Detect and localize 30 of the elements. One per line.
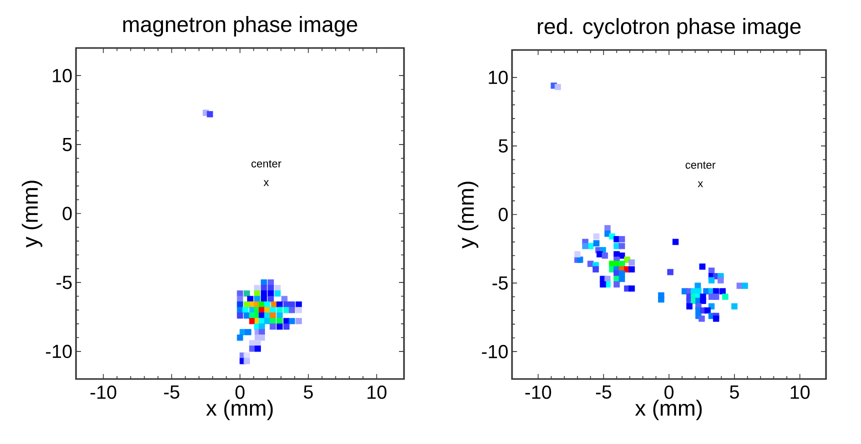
- y-tick-label: 10: [488, 70, 508, 84]
- y-axis-title: y (mm): [458, 182, 478, 249]
- y-tick-label: -5: [56, 276, 72, 290]
- x-tick-label: -5: [164, 386, 180, 399]
- x-tick-label: 10: [790, 386, 810, 399]
- annotation: x: [264, 180, 269, 186]
- y-tick-label: 5: [498, 139, 508, 153]
- x-tick-label: 0: [664, 386, 674, 399]
- x-tick-label: 5: [304, 386, 313, 399]
- x-tick-label: 0: [235, 386, 245, 399]
- annotation: x: [698, 181, 704, 188]
- x-tick-label: 10: [368, 386, 386, 399]
- x-tick-label: -10: [90, 386, 116, 399]
- y-tick-label: -10: [46, 344, 72, 358]
- y-tick-label: 5: [62, 138, 72, 152]
- chart-title: red. cyclotron phase image: [538, 18, 801, 38]
- y-axis-title: y (mm): [22, 180, 42, 248]
- x-tick-label: -5: [596, 386, 612, 399]
- x-tick-label: 5: [730, 386, 739, 399]
- x-axis-title: x (mm): [635, 400, 702, 420]
- x-tick-label: -10: [525, 386, 552, 399]
- x-axis-title: x (mm): [206, 400, 273, 420]
- y-tick-label: -5: [492, 276, 508, 290]
- annotation: center: [686, 162, 716, 169]
- y-tick-label: 10: [52, 68, 72, 82]
- y-tick-label: -10: [482, 344, 508, 358]
- chart-title: magnetron phase image: [123, 16, 358, 36]
- y-tick-label: 0: [498, 208, 508, 222]
- y-tick-label: 0: [62, 206, 72, 220]
- annotation: center: [251, 160, 282, 168]
